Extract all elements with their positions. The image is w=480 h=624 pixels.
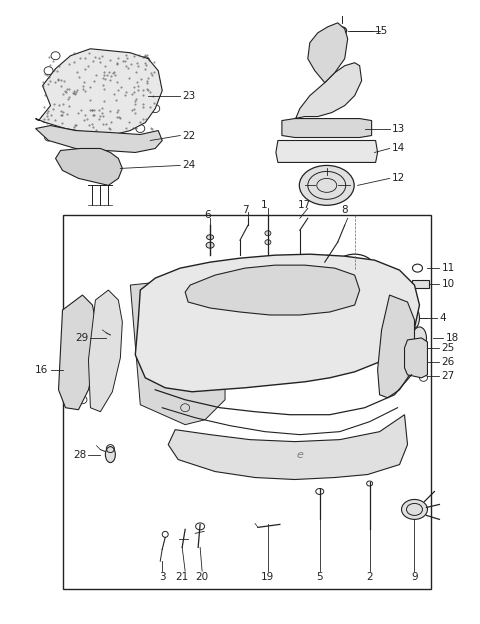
Text: 27: 27	[442, 371, 455, 381]
Text: 20: 20	[195, 572, 209, 582]
Bar	[280, 268, 325, 306]
Text: 21: 21	[176, 572, 189, 582]
Text: e: e	[296, 449, 303, 460]
Polygon shape	[185, 265, 360, 315]
Text: 29: 29	[75, 333, 88, 343]
Polygon shape	[168, 415, 408, 479]
Text: 15: 15	[374, 26, 388, 36]
Text: 9: 9	[411, 572, 418, 582]
Ellipse shape	[265, 231, 271, 236]
Text: 4: 4	[439, 313, 446, 323]
Text: 1: 1	[261, 200, 267, 210]
Ellipse shape	[110, 330, 120, 346]
Ellipse shape	[412, 327, 426, 349]
Polygon shape	[59, 295, 96, 410]
Polygon shape	[36, 125, 162, 152]
Ellipse shape	[106, 447, 115, 462]
Polygon shape	[56, 149, 122, 185]
Polygon shape	[276, 140, 378, 162]
Text: 24: 24	[182, 160, 195, 170]
Text: 22: 22	[182, 130, 195, 140]
Polygon shape	[405, 338, 428, 378]
Ellipse shape	[336, 27, 347, 35]
Text: 3: 3	[159, 572, 166, 582]
Text: 11: 11	[442, 263, 455, 273]
Ellipse shape	[409, 308, 420, 328]
Ellipse shape	[206, 235, 214, 240]
Polygon shape	[130, 278, 225, 425]
Text: 19: 19	[261, 572, 275, 582]
Polygon shape	[292, 63, 361, 120]
Polygon shape	[88, 290, 122, 412]
Ellipse shape	[265, 240, 271, 245]
Text: 28: 28	[73, 449, 86, 460]
Text: 14: 14	[392, 144, 405, 154]
Ellipse shape	[300, 165, 354, 205]
Text: 17: 17	[298, 200, 312, 210]
Text: 8: 8	[341, 205, 348, 215]
Text: 23: 23	[182, 90, 195, 100]
Text: 5: 5	[316, 572, 323, 582]
Text: 13: 13	[392, 124, 405, 134]
Text: 16: 16	[36, 365, 48, 375]
Polygon shape	[36, 49, 162, 135]
Bar	[62, 215, 432, 589]
Polygon shape	[282, 119, 372, 137]
Ellipse shape	[402, 499, 428, 519]
Text: 12: 12	[392, 173, 405, 183]
Polygon shape	[135, 254, 420, 392]
Text: 6: 6	[204, 210, 210, 220]
Ellipse shape	[206, 242, 214, 248]
Text: 25: 25	[442, 343, 455, 353]
Text: 10: 10	[442, 279, 455, 289]
Bar	[411, 280, 430, 288]
Text: 18: 18	[445, 333, 459, 343]
Text: 2: 2	[366, 572, 373, 582]
Text: 7: 7	[241, 205, 248, 215]
Polygon shape	[308, 23, 348, 82]
Text: 26: 26	[442, 357, 455, 367]
Polygon shape	[378, 295, 415, 397]
